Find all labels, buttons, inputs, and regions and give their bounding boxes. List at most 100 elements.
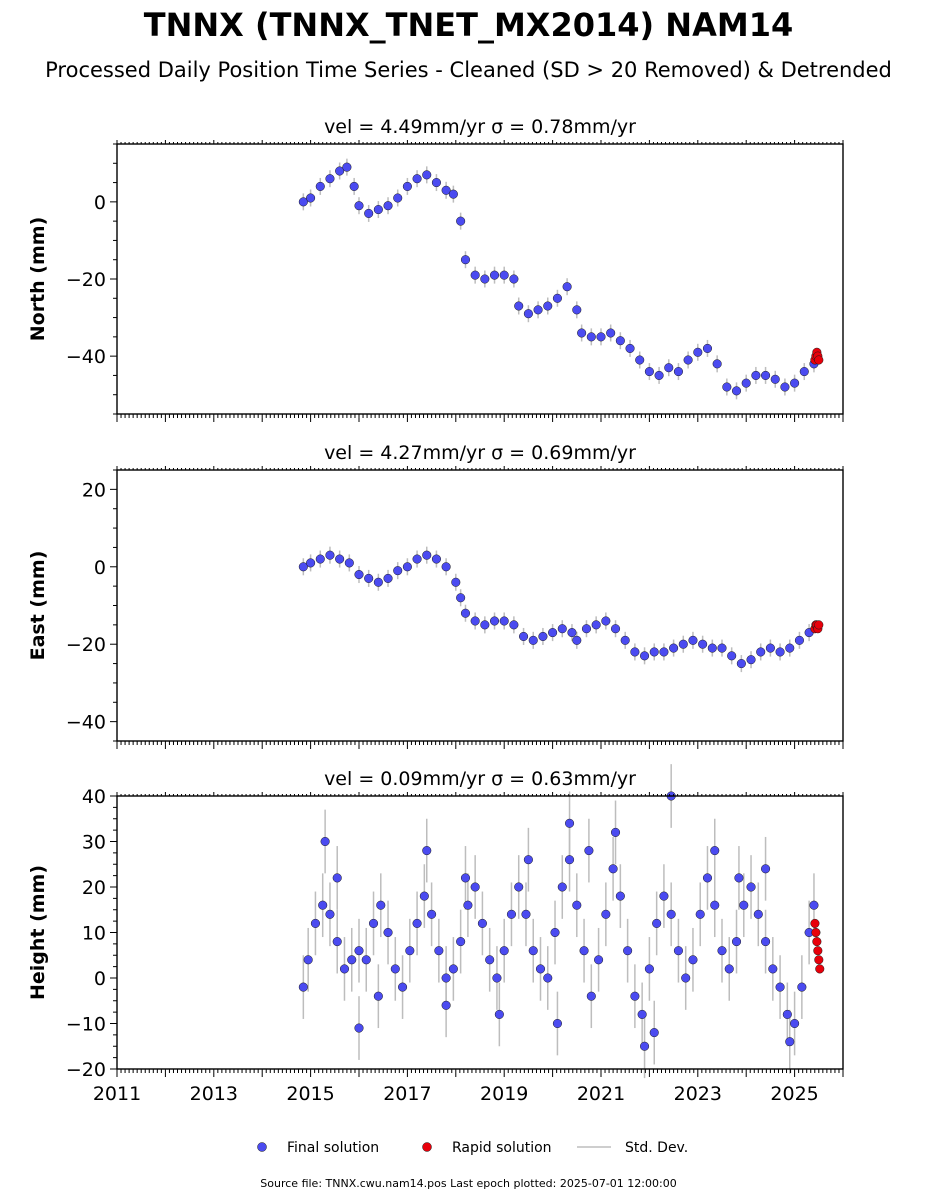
final-solution-point <box>306 193 316 203</box>
final-solution-point <box>577 328 587 338</box>
final-solution-point <box>625 343 635 353</box>
final-solution-point <box>637 1009 647 1019</box>
final-solution-point <box>557 882 567 892</box>
final-solution-point <box>489 270 500 280</box>
final-solution-point <box>393 193 403 203</box>
final-solution-point <box>761 864 771 874</box>
final-solution-point <box>768 964 778 974</box>
final-solution-point <box>736 659 746 669</box>
final-solution-point <box>393 566 403 576</box>
final-solution-point <box>664 363 674 373</box>
final-solution-point <box>761 937 771 947</box>
final-solution-point <box>702 873 713 883</box>
final-solution-point <box>741 378 751 388</box>
final-solution-point <box>431 554 441 564</box>
rapid-solution-point <box>812 937 822 947</box>
final-solution-point <box>548 628 558 638</box>
final-solution-point <box>422 846 432 856</box>
final-solution-point <box>727 651 737 661</box>
final-solution-point <box>489 616 500 626</box>
y-tick-label: 20 <box>82 479 106 501</box>
final-solution-point <box>601 616 611 626</box>
final-solution-point <box>354 946 364 956</box>
rapid-solution-point <box>814 955 824 965</box>
y-tick-label: −40 <box>66 346 106 368</box>
final-solution-point <box>492 973 502 983</box>
final-solution-point <box>519 631 529 642</box>
final-solution-point <box>349 181 359 191</box>
final-solution-point <box>434 946 444 956</box>
y-tick-label: 30 <box>82 832 106 854</box>
final-solution-point <box>463 900 473 910</box>
final-solution-point <box>342 162 352 172</box>
x-tick-label: 2019 <box>480 1083 528 1105</box>
chart-subtitle: Processed Daily Position Time Series - C… <box>45 58 892 82</box>
y-tick-label: −10 <box>66 1014 106 1036</box>
final-solution-point <box>514 882 524 892</box>
final-solution-point <box>591 620 601 630</box>
final-solution-point <box>594 955 604 965</box>
final-solution-point <box>373 205 383 215</box>
rapid-solution-point <box>814 355 824 365</box>
final-solution-point <box>601 909 611 919</box>
x-tick-label: 2017 <box>383 1083 431 1105</box>
final-solution-point <box>298 197 308 207</box>
final-solution-point <box>306 558 316 568</box>
final-solution-point <box>731 937 742 947</box>
final-solution-point <box>303 955 313 965</box>
final-solution-point <box>695 909 705 919</box>
x-tick-label: 2021 <box>577 1083 625 1105</box>
final-solution-point <box>688 955 698 965</box>
final-solution-point <box>325 174 335 184</box>
final-solution-point <box>707 643 717 653</box>
final-solution-point <box>460 255 471 265</box>
final-solution-point <box>521 909 531 919</box>
final-solution-point <box>717 946 727 956</box>
data-layer <box>298 764 825 1079</box>
final-solution-point <box>499 946 509 956</box>
final-solution-point <box>640 1041 650 1051</box>
final-solution-point <box>640 651 650 661</box>
final-solution-point <box>644 964 654 974</box>
legend-std-label: Std. Dev. <box>625 1140 688 1156</box>
final-solution-point <box>456 216 466 226</box>
legend-rapid-marker <box>422 1142 432 1152</box>
final-solution-point <box>608 864 618 874</box>
final-solution-point <box>596 332 606 342</box>
final-solution-point <box>584 846 594 856</box>
final-solution-point <box>790 1018 800 1029</box>
final-solution-point <box>456 593 466 603</box>
final-solution-point <box>470 882 480 892</box>
final-solution-point <box>746 655 756 665</box>
y-tick-label: 0 <box>94 968 106 990</box>
final-solution-point <box>753 909 763 919</box>
final-solution-point <box>654 370 664 380</box>
final-solution-point <box>506 909 517 919</box>
final-solution-point <box>564 818 575 828</box>
final-solution-point <box>775 982 785 992</box>
y-tick-label: −20 <box>66 1059 106 1081</box>
final-solution-point <box>523 855 533 865</box>
final-solution-point <box>332 873 342 883</box>
final-solution-point <box>298 562 308 572</box>
final-solution-point <box>681 973 691 983</box>
final-solution-point <box>347 955 357 965</box>
final-solution-point <box>398 982 408 992</box>
x-tick-label: 2025 <box>770 1083 818 1105</box>
final-solution-point <box>514 301 524 311</box>
x-tick-label: 2011 <box>93 1083 141 1105</box>
final-solution-point <box>724 964 734 974</box>
final-solution-point <box>790 378 800 388</box>
final-solution-point <box>630 991 640 1001</box>
y-tick-label: −40 <box>66 712 106 734</box>
final-solution-point <box>383 201 393 211</box>
final-solution-point <box>552 1018 562 1029</box>
data-layer <box>298 158 824 400</box>
final-solution-point <box>427 909 437 919</box>
y-axis-label: East (mm) <box>27 551 49 661</box>
final-solution-point <box>543 973 553 983</box>
final-solution-point <box>315 554 325 564</box>
x-tick-label: 2023 <box>674 1083 722 1105</box>
final-solution-point <box>683 355 693 365</box>
final-solution-point <box>499 270 509 280</box>
